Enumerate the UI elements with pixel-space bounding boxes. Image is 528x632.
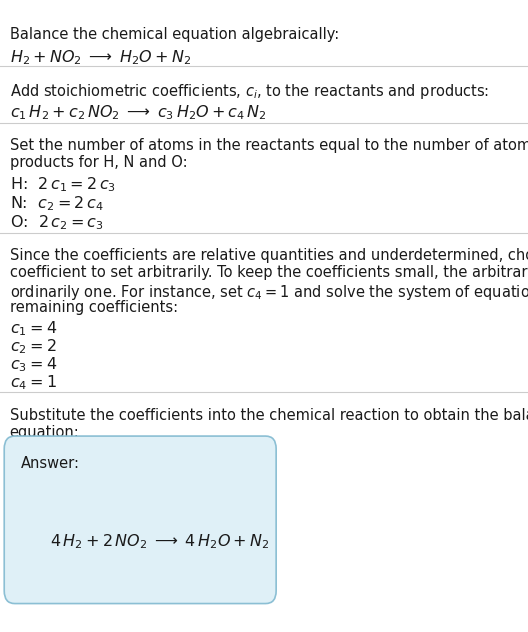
Text: $c_4 = 1$: $c_4 = 1$ [10,373,56,392]
Text: coefficient to set arbitrarily. To keep the coefficients small, the arbitrary va: coefficient to set arbitrarily. To keep … [10,265,528,281]
Text: $c_1\, H_2 + c_2\, NO_2 \;\longrightarrow\; c_3\, H_2O + c_4\, N_2$: $c_1\, H_2 + c_2\, NO_2 \;\longrightarro… [10,104,267,123]
Text: $c_3 = 4$: $c_3 = 4$ [10,355,56,374]
Text: Since the coefficients are relative quantities and underdetermined, choose a: Since the coefficients are relative quan… [10,248,528,264]
Text: Balance the chemical equation algebraically:: Balance the chemical equation algebraica… [10,27,339,42]
Text: $c_2 = 2$: $c_2 = 2$ [10,337,56,356]
Text: products for H, N and O:: products for H, N and O: [10,155,187,171]
FancyBboxPatch shape [4,436,276,604]
Text: O:  $2\,c_2 = c_3$: O: $2\,c_2 = c_3$ [10,214,103,233]
Text: Add stoichiometric coefficients, $c_i$, to the reactants and products:: Add stoichiometric coefficients, $c_i$, … [10,82,489,101]
Text: equation:: equation: [10,425,79,441]
Text: Set the number of atoms in the reactants equal to the number of atoms in the: Set the number of atoms in the reactants… [10,138,528,154]
Text: $4\,H_2 + 2\,NO_2 \;\longrightarrow\; 4\,H_2O + N_2$: $4\,H_2 + 2\,NO_2 \;\longrightarrow\; 4\… [50,532,269,551]
Text: $H_2 + NO_2 \;\longrightarrow\; H_2O + N_2$: $H_2 + NO_2 \;\longrightarrow\; H_2O + N… [10,48,191,67]
Text: Substitute the coefficients into the chemical reaction to obtain the balanced: Substitute the coefficients into the che… [10,408,528,423]
Text: ordinarily one. For instance, set $c_4 = 1$ and solve the system of equations fo: ordinarily one. For instance, set $c_4 =… [10,283,528,301]
Text: $c_1 = 4$: $c_1 = 4$ [10,320,56,339]
Text: Answer:: Answer: [21,456,80,471]
Text: N:  $c_2 = 2\,c_4$: N: $c_2 = 2\,c_4$ [10,195,103,214]
Text: remaining coefficients:: remaining coefficients: [10,300,177,315]
Text: H:  $2\,c_1 = 2\,c_3$: H: $2\,c_1 = 2\,c_3$ [10,176,116,195]
